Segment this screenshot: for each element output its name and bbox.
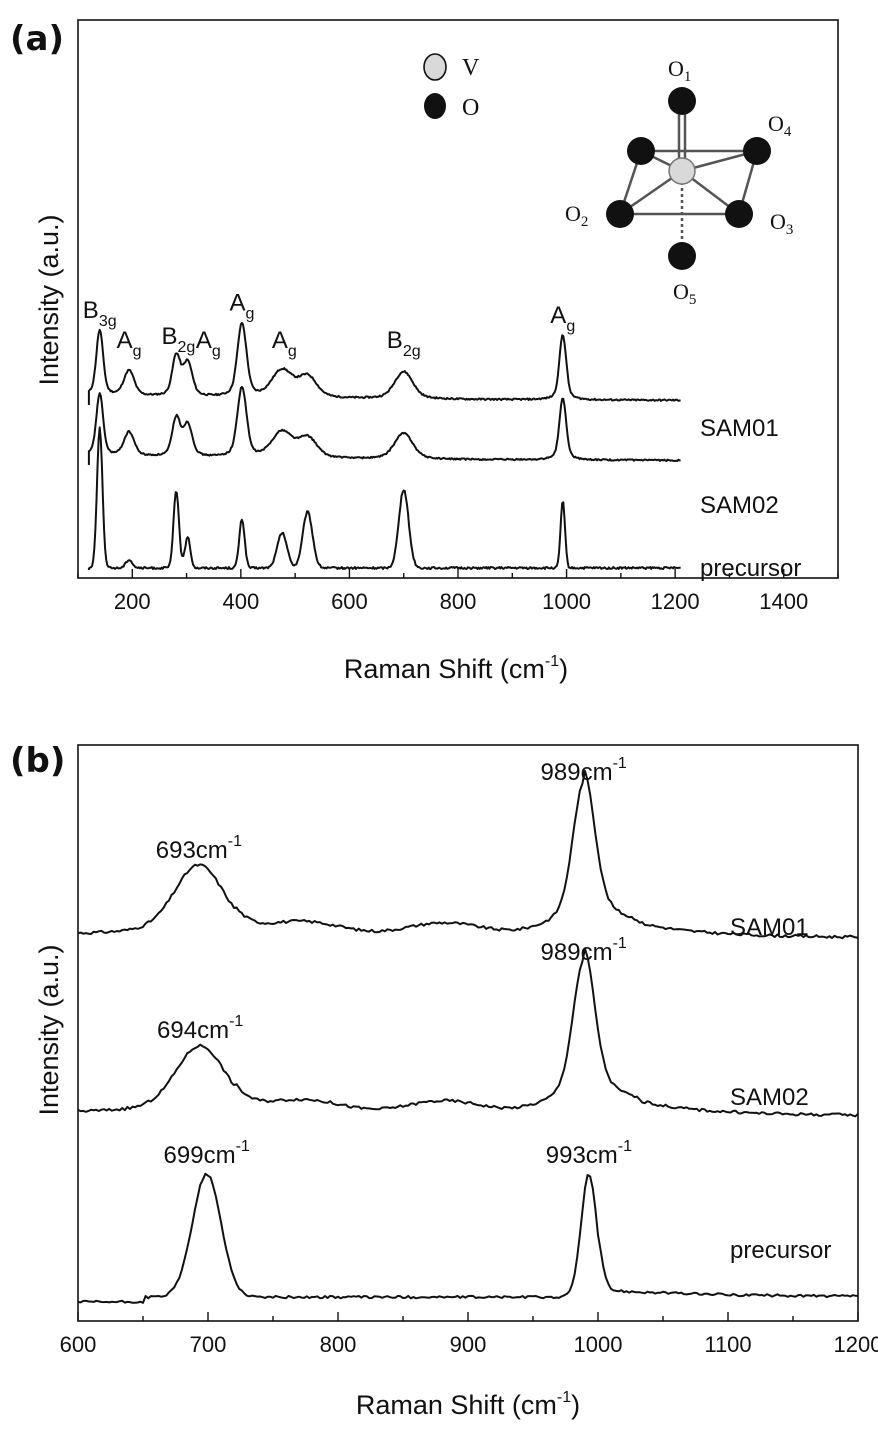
- panel-b-x-ticks: [77, 1312, 859, 1321]
- panel-b-x-axis-title: Raman Shift (cm-1): [356, 1389, 580, 1420]
- series-label-sam01-a: SAM01: [700, 415, 779, 442]
- panel-b: (b) 600 700 800 900 1000 1100 1200 SAM01 SAM02 p…: [10, 741, 878, 1420]
- peak-position-label: 989cm-1: [541, 935, 627, 966]
- panel-a-letter: (a): [10, 19, 64, 59]
- panel-a-tick-label: 1200: [651, 589, 700, 614]
- panel-b-tick-label: 1100: [704, 1332, 751, 1357]
- peak-assignment-label: Ag: [196, 327, 221, 360]
- spectrum-precursor-a: [87, 426, 681, 570]
- inset-legend: V O: [423, 53, 480, 121]
- panel-a-tick-label: 1400: [759, 589, 808, 614]
- panel-a-series-labels: SAM01 SAM02 precursor: [700, 415, 801, 582]
- peak-assignment-label: Ag: [550, 302, 575, 335]
- panel-b-tick-label: 800: [320, 1332, 357, 1357]
- peak-position-label: 693cm-1: [156, 833, 242, 864]
- atom-o4: [743, 137, 771, 165]
- spectrum-sam02-a: [87, 385, 681, 465]
- peak-assignment-label: Ag: [117, 327, 142, 360]
- panel-b-series-labels: SAM01 SAM02 precursor: [730, 914, 831, 1264]
- spectrum-precursor-b: [77, 1172, 859, 1304]
- panel-a-spectra: [87, 321, 681, 570]
- peak-assignment-label: B2g: [162, 323, 196, 356]
- panel-a-tick-label: 400: [222, 589, 259, 614]
- legend-v-label: V: [462, 55, 480, 81]
- legend-v-marker: [423, 53, 447, 81]
- panel-b-tick-label: 1000: [574, 1332, 623, 1357]
- atom-label-o1: O1: [668, 56, 691, 85]
- atom-o-left-back: [627, 137, 655, 165]
- panel-a-x-axis-title: Raman Shift (cm-1): [344, 653, 568, 684]
- atom-o5: [668, 242, 696, 270]
- panel-a-tick-label: 600: [331, 589, 368, 614]
- legend-o-label: O: [462, 95, 479, 121]
- peak-position-label: 694cm-1: [157, 1013, 243, 1044]
- peak-assignment-label: Ag: [272, 327, 297, 360]
- peak-assignment-label: B3g: [83, 297, 117, 330]
- peak-position-label: 699cm-1: [164, 1138, 250, 1169]
- atom-v: [668, 157, 696, 185]
- panel-b-peak-labels: 693cm-1 989cm-1 694cm-1 989cm-1 699cm-1 993cm…: [156, 755, 632, 1169]
- panel-b-tick-label: 700: [190, 1332, 227, 1357]
- vo5-polyhedron-inset: O1 O2 O3 O4 O5: [565, 56, 793, 308]
- series-label-sam02-b: SAM02: [730, 1084, 809, 1111]
- panel-b-tick-label: 900: [450, 1332, 487, 1357]
- panel-a-x-ticks: [77, 569, 839, 578]
- panel-a-tick-label: 200: [114, 589, 151, 614]
- panel-b-spectra: [77, 770, 859, 1304]
- panel-a: (a) 200 400 600 800 1000 1200 1400 SAM01 SAM02 p…: [10, 19, 839, 684]
- panel-a-y-axis-title: Intensity (a.u.): [34, 214, 64, 385]
- panel-b-x-tick-labels: 600 700 800 900 1000 1100 1200: [60, 1332, 878, 1357]
- panel-b-tick-label: 1200: [834, 1332, 878, 1357]
- series-label-precursor-b: precursor: [730, 1237, 831, 1264]
- atom-o2: [606, 200, 634, 228]
- spectrum-sam01-b: [77, 770, 859, 940]
- panel-b-tick-label: 600: [60, 1332, 97, 1357]
- panel-b-y-axis-title: Intensity (a.u.): [34, 944, 64, 1115]
- panel-a-tick-label: 1000: [542, 589, 591, 614]
- series-label-precursor-a: precursor: [700, 555, 801, 582]
- peak-assignment-label: B2g: [387, 327, 421, 360]
- peak-position-label: 989cm-1: [541, 755, 627, 786]
- legend-o-marker: [424, 93, 446, 119]
- series-label-sam01-b: SAM01: [730, 914, 809, 941]
- panel-a-x-tick-labels: 200 400 600 800 1000 1200 1400: [114, 589, 808, 614]
- atom-o1: [668, 87, 696, 115]
- atom-label-o4: O4: [768, 111, 792, 140]
- peak-assignment-label: Ag: [229, 290, 254, 323]
- series-label-sam02-a: SAM02: [700, 492, 779, 519]
- atom-label-o2: O2: [565, 201, 588, 230]
- panel-a-tick-label: 800: [440, 589, 477, 614]
- panel-b-letter: (b): [10, 741, 65, 781]
- atom-label-o5: O5: [673, 279, 696, 308]
- spectrum-sam02-b: [77, 947, 859, 1118]
- atom-label-o3: O3: [770, 209, 793, 238]
- spectrum-sam01-a: [87, 321, 681, 405]
- peak-position-label: 993cm-1: [546, 1138, 632, 1169]
- atom-o3: [725, 200, 753, 228]
